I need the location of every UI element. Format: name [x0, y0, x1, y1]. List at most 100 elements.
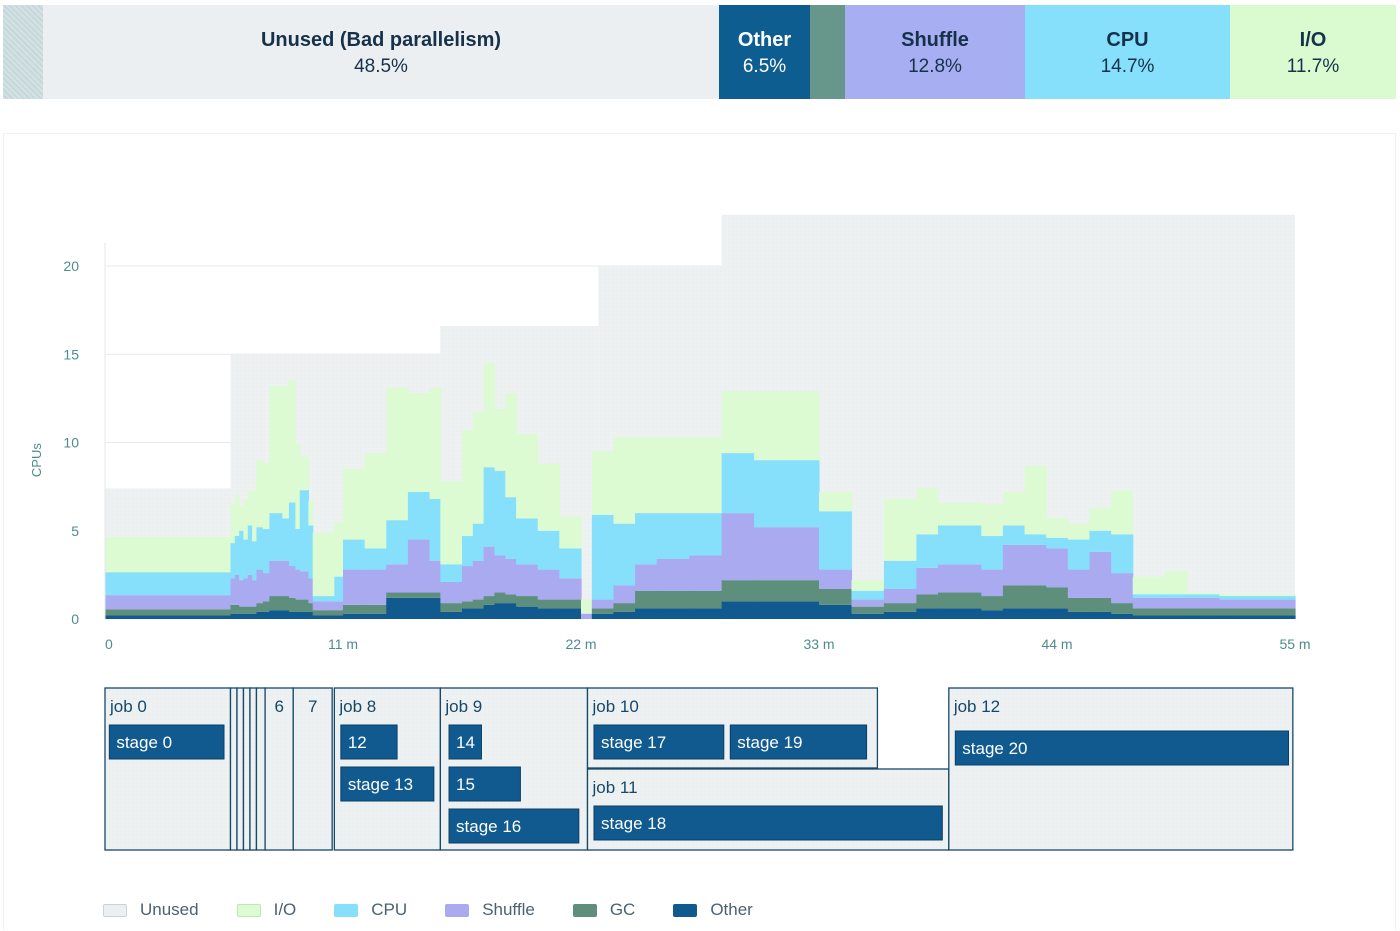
shuffle-area-step[interactable]	[505, 558, 517, 595]
shuffle-area-step[interactable]	[1219, 599, 1296, 609]
other-area-step[interactable]	[256, 611, 264, 619]
shuffle-area-step[interactable]	[1089, 551, 1112, 598]
summary-segment-gc[interactable]	[810, 5, 845, 99]
legend-item-unused[interactable]: Unused	[103, 900, 199, 920]
cpu-area-step[interactable]	[938, 525, 982, 565]
stage-block[interactable]	[448, 724, 482, 760]
gc-area-step[interactable]	[1002, 585, 1026, 609]
shuffle-area-step[interactable]	[440, 581, 463, 604]
shuffle-area-step[interactable]	[1186, 597, 1220, 609]
other-area-step[interactable]	[559, 608, 582, 619]
other-area-step[interactable]	[591, 613, 615, 619]
shuffle-area-step[interactable]	[407, 539, 431, 593]
gc-area-step[interactable]	[230, 604, 236, 614]
other-area-step[interactable]	[916, 608, 939, 619]
shuffle-area-step[interactable]	[537, 569, 560, 600]
gc-area-step[interactable]	[483, 596, 496, 605]
io-area-step[interactable]	[635, 437, 658, 514]
cpu-area-step[interactable]	[819, 511, 853, 570]
shuffle-area-step[interactable]	[1067, 569, 1091, 598]
io-area-step[interactable]	[721, 391, 755, 454]
shuffle-area-step[interactable]	[591, 599, 615, 609]
cpu-area-step[interactable]	[591, 514, 615, 600]
io-area-step[interactable]	[288, 380, 296, 503]
cpu-area-step[interactable]	[262, 528, 271, 574]
io-area-step[interactable]	[269, 386, 284, 514]
gc-area-step[interactable]	[883, 603, 917, 612]
gc-area-step[interactable]	[407, 592, 431, 598]
gc-area-step[interactable]	[364, 604, 387, 614]
stage-block[interactable]	[340, 766, 435, 802]
summary-segment-unused-sliver[interactable]	[3, 5, 43, 99]
gc-area-step[interactable]	[343, 604, 366, 614]
other-area-step[interactable]	[295, 611, 301, 619]
cpu-area-step[interactable]	[754, 460, 820, 528]
summary-segment-other[interactable]: Other 6.5%	[719, 5, 810, 99]
io-area-step[interactable]	[916, 488, 939, 535]
gc-area-step[interactable]	[312, 610, 335, 616]
other-area-step[interactable]	[308, 611, 314, 619]
other-area-step[interactable]	[230, 613, 236, 619]
shuffle-area-step[interactable]	[1132, 597, 1166, 609]
io-area-step[interactable]	[689, 437, 723, 514]
cpu-area-step[interactable]	[295, 528, 301, 570]
cpu-area-step[interactable]	[537, 530, 560, 570]
other-area-step[interactable]	[462, 608, 474, 619]
legend-item-io[interactable]: I/O	[236, 900, 296, 920]
io-area-step[interactable]	[938, 502, 982, 526]
gc-area-step[interactable]	[262, 601, 271, 612]
io-area-step[interactable]	[613, 437, 636, 524]
cpu-area-step[interactable]	[239, 530, 245, 581]
gc-area-step[interactable]	[334, 610, 344, 616]
cpu-area-step[interactable]	[516, 518, 539, 565]
shuffle-area-step[interactable]	[252, 580, 258, 607]
other-area-step[interactable]	[1046, 608, 1069, 619]
gc-area-step[interactable]	[308, 603, 314, 612]
other-area-step[interactable]	[407, 597, 431, 619]
shuffle-area-step[interactable]	[364, 569, 387, 605]
cpu-area-step[interactable]	[635, 513, 658, 565]
io-area-step[interactable]	[343, 468, 366, 540]
cpu-area-step[interactable]	[721, 453, 755, 514]
legend-item-gc[interactable]: GC	[572, 900, 635, 920]
other-area-step[interactable]	[1111, 613, 1134, 619]
other-area-step[interactable]	[938, 608, 982, 619]
other-area-step[interactable]	[243, 613, 249, 619]
io-area-step[interactable]	[282, 386, 290, 519]
cpu-area-step[interactable]	[1002, 525, 1026, 545]
shuffle-area-step[interactable]	[308, 578, 314, 604]
other-area-step[interactable]	[754, 601, 820, 619]
gc-area-step[interactable]	[721, 580, 755, 602]
cpu-area-step[interactable]	[230, 543, 236, 579]
io-area-step[interactable]	[440, 481, 463, 565]
cpu-area-step[interactable]	[462, 536, 474, 567]
cpu-area-step[interactable]	[916, 534, 939, 568]
gc-area-step[interactable]	[754, 580, 820, 602]
cpu-area-step[interactable]	[505, 497, 517, 559]
shuffle-area-step[interactable]	[916, 567, 939, 595]
io-area-step[interactable]	[295, 444, 301, 529]
shuffle-area-step[interactable]	[483, 546, 496, 597]
gc-area-step[interactable]	[386, 592, 409, 598]
cpu-area-step[interactable]	[269, 513, 284, 561]
gc-area-step[interactable]	[689, 590, 723, 609]
shuffle-area-step[interactable]	[494, 555, 506, 593]
gc-area-step[interactable]	[1067, 597, 1091, 612]
stage-block[interactable]	[340, 724, 398, 760]
io-area-step[interactable]	[656, 437, 690, 514]
job-block[interactable]	[249, 687, 258, 851]
stage-block[interactable]	[593, 805, 943, 841]
cpu-area-step[interactable]	[312, 596, 335, 602]
io-area-step[interactable]	[1132, 576, 1166, 595]
shuffle-area-step[interactable]	[105, 595, 232, 610]
gc-area-step[interactable]	[247, 606, 253, 614]
other-area-step[interactable]	[851, 613, 885, 619]
other-area-step[interactable]	[1165, 615, 1188, 619]
shuffle-area-step[interactable]	[981, 569, 1004, 597]
shuffle-area-step[interactable]	[247, 574, 253, 607]
other-area-step[interactable]	[483, 604, 496, 619]
io-area-step[interactable]	[252, 490, 258, 542]
gc-area-step[interactable]	[591, 608, 615, 614]
gc-area-step[interactable]	[299, 599, 309, 612]
cpu-area-step[interactable]	[1165, 594, 1188, 598]
